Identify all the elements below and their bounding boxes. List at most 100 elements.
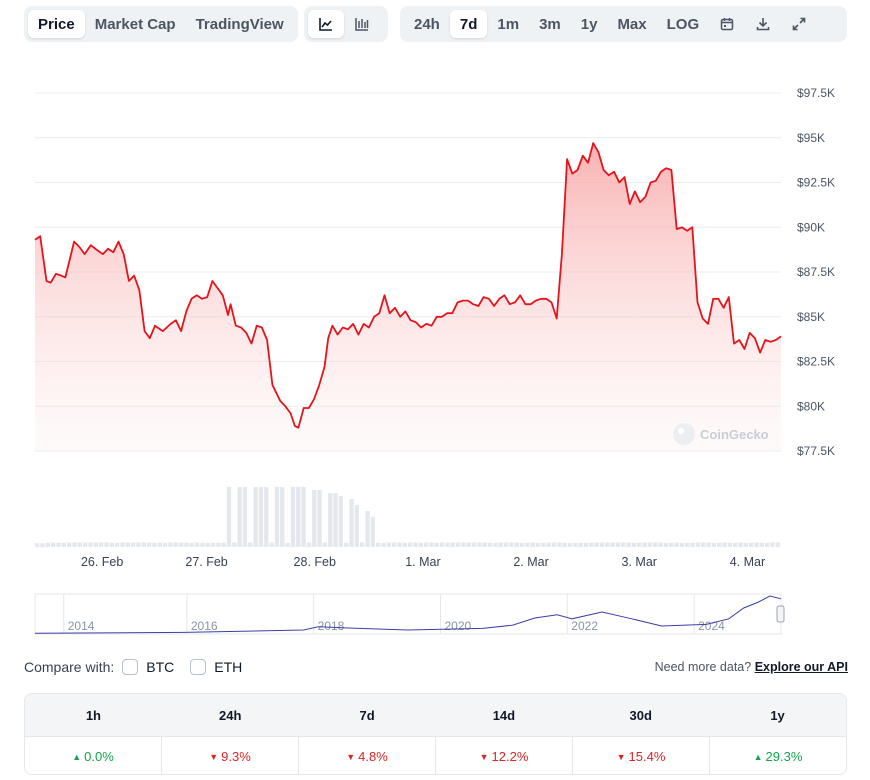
- eth-label: ETH: [214, 659, 243, 675]
- volume-bar: [285, 542, 290, 547]
- navigator-tick-label: 2014: [68, 619, 95, 633]
- range-1y[interactable]: 1y: [580, 15, 598, 33]
- explore-api-link[interactable]: Explore our API: [754, 660, 848, 674]
- volume-bar: [93, 542, 98, 547]
- download-button[interactable]: [745, 10, 781, 38]
- header-30d: 30d: [629, 707, 652, 723]
- volume-bar: [317, 490, 322, 547]
- volume-bar: [306, 542, 312, 547]
- volume-bar: [573, 542, 578, 547]
- volume-bar: [162, 542, 168, 547]
- volume-bar: [674, 542, 679, 547]
- line-chart-button[interactable]: [308, 10, 344, 38]
- volume-bar: [424, 542, 429, 547]
- btc-checkbox[interactable]: [122, 659, 139, 675]
- expand-icon: [792, 17, 806, 31]
- range-3m[interactable]: 3m: [539, 15, 561, 33]
- volume-bar: [557, 542, 562, 547]
- y-tick-label: $80K: [797, 399, 825, 413]
- volume-bar: [365, 511, 370, 547]
- api-promo: Need more data? Explore our API: [655, 660, 848, 674]
- volume-bar: [104, 542, 109, 547]
- volume-bar: [178, 542, 184, 547]
- volume-bar: [669, 542, 674, 547]
- volume-bar: [226, 487, 232, 547]
- volume-bar: [535, 542, 541, 547]
- volume-bar: [775, 542, 780, 547]
- volume-bar: [503, 542, 509, 547]
- eth-checkbox[interactable]: [190, 659, 207, 675]
- volume-bar: [194, 542, 200, 547]
- volume-bar: [770, 542, 775, 547]
- range-navigator[interactable]: 2014 2016 2018 2020 2022 2024: [34, 593, 785, 635]
- volume-bar: [530, 542, 535, 547]
- chart-style-tabs: [304, 6, 388, 42]
- volume-bar: [51, 542, 56, 547]
- volume-bar: [690, 542, 695, 547]
- volume-bar: [168, 542, 173, 547]
- y-tick-label: $82.5K: [797, 355, 835, 369]
- volume-bar: [184, 542, 189, 547]
- volume-bar: [466, 542, 471, 547]
- volume-bar: [525, 542, 530, 547]
- volume-bar: [141, 542, 146, 547]
- price-line: [34, 142, 782, 429]
- tab-price[interactable]: Price: [28, 10, 85, 38]
- navigator-handle[interactable]: [776, 605, 785, 623]
- y-tick-label: $92.5K: [797, 176, 835, 190]
- change-24h-value: 9.3%: [221, 749, 251, 764]
- volume-bar: [733, 542, 738, 547]
- candlestick-chart-button[interactable]: [344, 10, 380, 38]
- volume-bar: [727, 542, 732, 547]
- tab-market-cap[interactable]: Market Cap: [94, 15, 176, 33]
- volume-bar: [631, 542, 637, 547]
- navigator-tick-label: 2016: [191, 619, 218, 633]
- price-chart[interactable]: 26. Feb 27. Feb 28. Feb 1. Mar 2. Mar 3. Mar 4…: [0, 50, 870, 640]
- header-1h: 1h: [85, 707, 101, 723]
- price-area-fill: [35, 143, 781, 451]
- volume-bar: [98, 542, 104, 547]
- volume-bar: [130, 542, 136, 547]
- volume-bar: [216, 542, 221, 547]
- range-24h[interactable]: 24h: [414, 15, 440, 33]
- volume-bar: [450, 542, 455, 547]
- volume-bar: [280, 487, 285, 547]
- compare-eth[interactable]: ETH: [190, 659, 242, 675]
- calendar-button[interactable]: [709, 10, 745, 38]
- compare-btc[interactable]: BTC: [122, 659, 174, 675]
- up-arrow-icon: ▲: [72, 751, 82, 762]
- fullscreen-button[interactable]: [781, 10, 817, 38]
- volume-bar: [541, 542, 546, 547]
- volume-bar: [429, 542, 434, 547]
- volume-bar: [567, 542, 573, 547]
- header-1y: 1y: [770, 707, 785, 723]
- volume-bar: [477, 542, 482, 547]
- navigator-tick-label: 2024: [698, 619, 725, 633]
- volume-bar: [67, 542, 72, 547]
- down-arrow-icon: ▼: [479, 751, 489, 762]
- volume-bar: [658, 542, 663, 547]
- range-7d[interactable]: 7d: [449, 10, 488, 38]
- volume-bar: [754, 542, 759, 547]
- api-promo-text: Need more data?: [654, 660, 752, 674]
- candlestick-chart-icon: [355, 18, 369, 31]
- navigator-tick-label: 2018: [318, 619, 345, 633]
- range-1m[interactable]: 1m: [497, 15, 520, 33]
- tab-tradingview[interactable]: TradingView: [195, 15, 284, 33]
- performance-values: ▲ 0.0% ▼ 9.3% ▼ 4.8% ▼ 12.2% ▼ 15.4% ▲ 29.3%: [25, 736, 846, 774]
- volume-bar: [237, 487, 242, 547]
- navigator-tick-label: 2020: [444, 619, 471, 633]
- volume-bar: [370, 517, 375, 547]
- volume-bar: [376, 542, 381, 547]
- volume-bar: [338, 496, 343, 547]
- performance-header: 1h 24h 7d 14d 30d 1y: [25, 694, 846, 736]
- volume-bar: [61, 542, 66, 547]
- range-max[interactable]: Max: [617, 15, 647, 33]
- header-7d: 7d: [359, 707, 375, 723]
- x-tick-label: 3. Mar: [622, 555, 657, 569]
- volume-bar: [679, 542, 685, 547]
- log-scale-toggle[interactable]: LOG: [666, 15, 700, 33]
- volume-bar: [328, 493, 333, 547]
- volume-bar: [578, 542, 583, 547]
- volume-bar: [509, 542, 514, 547]
